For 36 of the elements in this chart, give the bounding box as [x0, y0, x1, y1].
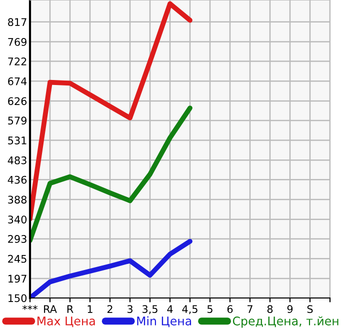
- y-tick-label: 579: [8, 116, 26, 125]
- legend-label: Min Цена: [137, 316, 192, 328]
- line-series: [30, 238, 192, 298]
- y-tick-label: 197: [8, 274, 26, 283]
- y-tick-label: 388: [8, 196, 27, 204]
- y-tick-label: 531: [8, 136, 26, 144]
- x-tick-label: 8: [267, 305, 273, 314]
- x-tick-label: 6: [227, 305, 233, 314]
- y-tick-label: 626: [8, 97, 27, 106]
- x-tick-label: 9: [287, 305, 293, 314]
- y-tick-label: 436: [8, 176, 27, 184]
- x-tick-label: ***: [22, 305, 38, 310]
- x-tick-label: RA: [44, 305, 57, 313]
- x-tick-label: 5: [207, 305, 212, 314]
- y-tick-label: 245: [8, 254, 26, 263]
- y-tick-label: 674: [8, 77, 27, 86]
- legend-label: Сред.Цена, т.йен: [232, 316, 338, 328]
- x-tick-label: 1: [88, 305, 92, 313]
- x-tick-label: 2: [107, 305, 112, 313]
- x-tick-label: 3,5: [142, 305, 158, 314]
- x-tick-label: 4,5: [182, 305, 198, 314]
- y-tick-label: 483: [8, 156, 26, 164]
- x-tick-label: 7: [248, 305, 252, 313]
- y-tick-label: 293: [8, 235, 26, 243]
- x-tick-label: 4: [167, 305, 173, 313]
- y-tick-label: 769: [8, 38, 26, 46]
- y-tick-label: 817: [8, 18, 26, 26]
- y-tick-label: 722: [8, 57, 26, 66]
- legend-label: Max Цена: [38, 316, 95, 328]
- y-tick-label: 150: [8, 294, 27, 302]
- x-tick-label: 3: [127, 305, 132, 314]
- line-series: [30, 1, 192, 222]
- x-tick-label: R: [67, 305, 74, 313]
- line-series: [30, 106, 192, 243]
- y-tick-label: 340: [8, 216, 27, 224]
- x-tick-label: S: [307, 305, 313, 314]
